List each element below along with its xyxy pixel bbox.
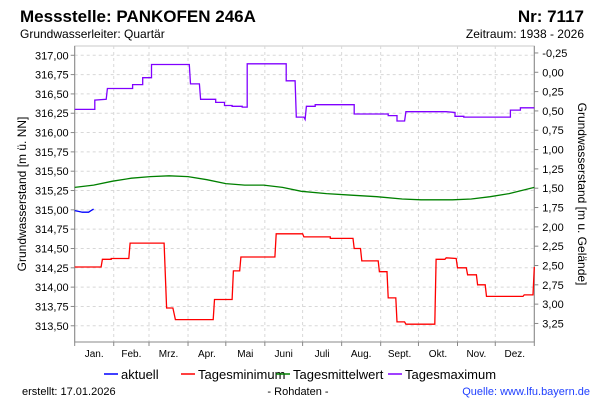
y-tick-label: 314,75 bbox=[35, 224, 69, 236]
x-tick-label: Mai bbox=[237, 349, 253, 360]
y-axis-label: Grundwasserstand [m ü. NN] bbox=[15, 117, 29, 272]
y2-tick-label: 1,00 bbox=[542, 145, 563, 157]
y-tick-label: 316,00 bbox=[35, 128, 69, 140]
y2-tick-label: 1,50 bbox=[542, 183, 563, 195]
axes: 317,00 316,75 316,50 316,25 316,00 315,75 315,… bbox=[35, 46, 567, 360]
created-date: erstellt: 17.01.2026 bbox=[22, 386, 116, 398]
source-link[interactable]: Quelle: www.lfu.bayern.de bbox=[462, 386, 590, 398]
legend-label-aktuell: aktuell bbox=[121, 367, 159, 382]
y2-tick-label: 2,75 bbox=[542, 280, 563, 292]
y-tick-label: 313,50 bbox=[35, 321, 69, 333]
y-tick-label: 315,75 bbox=[35, 147, 69, 159]
y-tick-label: 313,75 bbox=[35, 301, 69, 313]
y2-tick-label: 3,00 bbox=[542, 299, 563, 311]
y2-tick-label: 1,25 bbox=[542, 164, 563, 176]
y2-tick-label: 0,50 bbox=[542, 106, 563, 118]
y2-tick-label: 0,75 bbox=[542, 125, 563, 137]
legend-label-tagesmittelwert: Tagesmittelwert bbox=[293, 367, 384, 382]
y-tick-label: 317,00 bbox=[35, 50, 69, 62]
y2-tick-label: 3,25 bbox=[542, 318, 563, 330]
grid bbox=[74, 45, 535, 343]
y-tick-label: 314,00 bbox=[35, 282, 69, 294]
x-tick-label: Sept. bbox=[388, 349, 411, 360]
y-tick-label: 314,25 bbox=[35, 263, 69, 275]
y2-axis-label: Grundwasserstand [m u. Gelände] bbox=[575, 103, 589, 286]
plot-frame bbox=[74, 45, 535, 343]
series-line-aktuell bbox=[74, 208, 94, 213]
y-tick-label: 314,50 bbox=[35, 243, 69, 255]
y2-tick-label: -0,25 bbox=[542, 48, 567, 60]
x-tick-label: Dez. bbox=[505, 349, 526, 360]
y2-tick-label: 2,00 bbox=[542, 222, 563, 234]
x-tick-label: Aug. bbox=[351, 349, 372, 360]
x-tick-label: Jan. bbox=[85, 349, 104, 360]
series-lines bbox=[74, 63, 535, 325]
y2-tick-label: 0,00 bbox=[542, 67, 563, 79]
y2-tick-label: 1,75 bbox=[542, 203, 563, 215]
aquifer-label: Grundwasserleiter: Quartär bbox=[20, 27, 165, 41]
x-tick-label: Feb. bbox=[121, 349, 141, 360]
y-tick-label: 315,00 bbox=[35, 205, 69, 217]
y-tick-label: 315,50 bbox=[35, 166, 69, 178]
y2-tick-label: 2,50 bbox=[542, 260, 563, 272]
y-tick-label: 316,50 bbox=[35, 89, 69, 101]
y-tick-label: 316,75 bbox=[35, 70, 69, 82]
x-tick-label: Juni bbox=[275, 349, 293, 360]
legend: aktuell Tagesminimum Tagesmittelwert Tagesm… bbox=[104, 367, 496, 382]
x-tick-label: Nov. bbox=[466, 349, 486, 360]
series-line-tagesmittelwert bbox=[74, 175, 535, 201]
legend-label-tagesmaximum: Tagesmaximum bbox=[405, 367, 496, 382]
x-tick-label: Mrz. bbox=[159, 349, 178, 360]
y2-tick-label: 2,25 bbox=[542, 241, 563, 253]
chart-title: Messstelle: PANKOFEN 246A bbox=[20, 7, 256, 26]
y-tick-label: 316,25 bbox=[35, 108, 69, 120]
station-number: Nr: 7117 bbox=[518, 7, 584, 26]
raw-data-note: - Rohdaten - bbox=[267, 386, 328, 398]
x-tick-label: Juli bbox=[315, 349, 330, 360]
x-tick-label: Okt. bbox=[429, 349, 447, 360]
series-line-tagesmaximum bbox=[74, 63, 535, 122]
period-label: Zeitraum: 1938 - 2026 bbox=[466, 27, 584, 41]
y-tick-label: 315,25 bbox=[35, 186, 69, 198]
series-line-tagesminimum bbox=[74, 233, 535, 325]
x-tick-label: Apr. bbox=[198, 349, 216, 360]
legend-label-tagesminimum: Tagesminimum bbox=[198, 367, 285, 382]
y2-tick-label: 0,25 bbox=[542, 87, 563, 99]
